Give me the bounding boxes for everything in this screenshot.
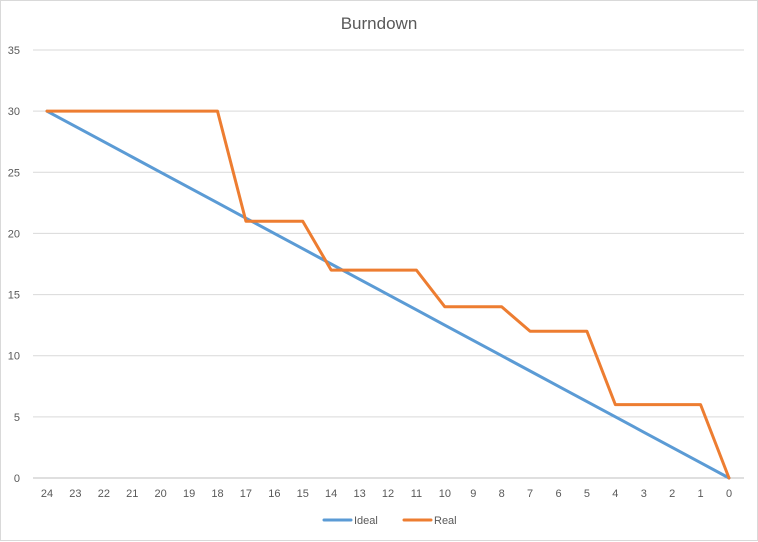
y-tick-label: 25 — [8, 167, 20, 179]
y-tick-label: 10 — [8, 351, 20, 363]
x-tick-label: 23 — [69, 488, 81, 500]
series-line-real — [45, 109, 731, 480]
y-tick-label: 0 — [14, 473, 20, 485]
x-tick-label: 24 — [41, 488, 53, 500]
x-tick-label: 15 — [297, 488, 309, 500]
x-tick-label: 9 — [470, 488, 476, 500]
x-tick-label: 11 — [411, 488, 422, 500]
x-tick-label: 21 — [126, 488, 138, 500]
gridlines — [33, 49, 744, 479]
x-tick-label: 8 — [499, 488, 505, 500]
y-tick-label: 30 — [8, 106, 20, 118]
x-tick-label: 19 — [183, 488, 195, 500]
x-tick-label: 20 — [155, 488, 167, 500]
y-tick-label: 35 — [8, 45, 20, 57]
x-tick-label: 7 — [527, 488, 533, 500]
y-tick-label: 5 — [14, 412, 20, 424]
x-tick-label: 17 — [240, 488, 252, 500]
series-lines — [45, 109, 731, 480]
x-tick-label: 2 — [669, 488, 675, 500]
legend-label-ideal: Ideal — [354, 515, 378, 527]
x-tick-label: 6 — [555, 488, 561, 500]
chart-title: Burndown — [341, 14, 418, 33]
x-axis: 24 23 22 21 20 19 18 17 16 15 14 13 12 11 10 9 8 7 6 5 4 3 2 1 0 — [41, 488, 732, 500]
x-tick-label: 0 — [726, 488, 732, 500]
x-tick-label: 10 — [439, 488, 451, 500]
y-tick-label: 20 — [8, 228, 20, 240]
legend-label-real: Real — [434, 515, 457, 527]
x-tick-label: 14 — [325, 488, 337, 500]
y-axis: 0 5 10 15 20 25 30 35 — [8, 45, 20, 485]
y-tick-label: 15 — [8, 290, 20, 302]
x-tick-label: 22 — [98, 488, 110, 500]
x-tick-label: 1 — [698, 488, 704, 500]
x-tick-label: 18 — [211, 488, 223, 500]
x-tick-label: 13 — [353, 488, 365, 500]
x-tick-label: 12 — [382, 488, 394, 500]
x-tick-label: 3 — [641, 488, 647, 500]
x-tick-label: 5 — [584, 488, 590, 500]
legend: Ideal Real — [322, 515, 457, 527]
x-tick-label: 16 — [268, 488, 280, 500]
series-line-ideal — [45, 109, 731, 480]
x-tick-label: 4 — [612, 488, 618, 500]
